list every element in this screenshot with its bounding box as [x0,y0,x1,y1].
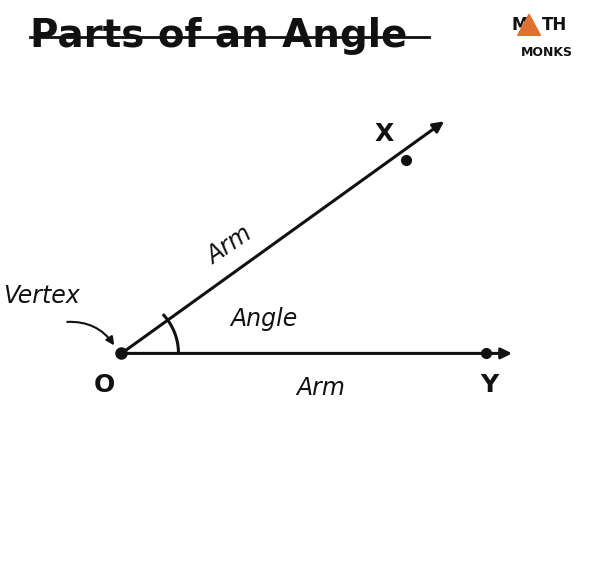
Text: MONKS: MONKS [520,46,572,59]
Text: Y: Y [480,373,498,397]
Text: O: O [94,373,115,397]
Text: Arm: Arm [203,221,257,269]
Text: X: X [374,122,394,146]
Text: Vertex: Vertex [4,284,80,308]
Text: Angle: Angle [230,307,297,331]
Text: M: M [512,15,529,34]
Polygon shape [518,14,541,35]
Text: Parts of an Angle: Parts of an Angle [30,17,407,55]
Text: TH: TH [542,15,568,34]
Text: Arm: Arm [296,376,346,400]
